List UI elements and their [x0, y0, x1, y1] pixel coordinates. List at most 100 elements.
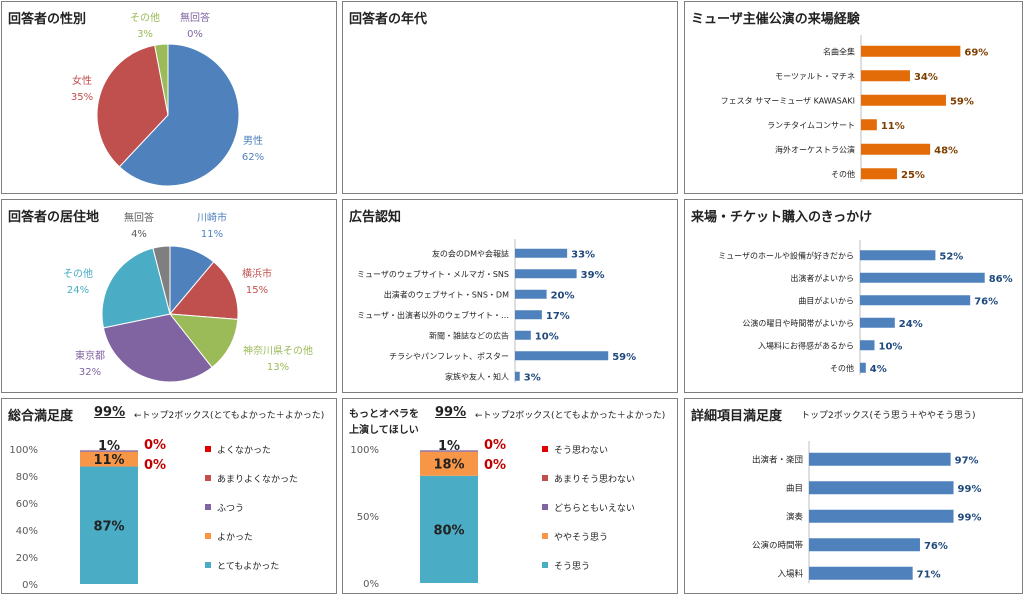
ad-panel: 広告認知 友の会のDMや会報誌 33% ミューザのウェブサイト・メルマガ・SNS 39…	[342, 199, 678, 393]
bar-value-label: 71%	[917, 569, 941, 580]
bar	[861, 94, 946, 106]
bar-value-label: 10%	[879, 341, 903, 352]
residence-title: 回答者の居住地	[8, 210, 100, 225]
category-label: 家族や友人・知人	[445, 371, 509, 381]
bar-value-label: 59%	[950, 96, 974, 107]
gender-pie-chart: 男性 62% 女性 35% その他 3% 無回答 0%	[71, 11, 264, 187]
slice-value: 0%	[187, 29, 203, 40]
category-label: 演奏	[786, 511, 804, 522]
opera-title-line1: もっとオペラを	[349, 409, 419, 420]
detail-note: トップ2ボックス(そう思う＋ややそう思う)	[801, 411, 976, 421]
bar	[515, 371, 520, 381]
category-label: チラシやパンフレット、ポスター	[389, 352, 509, 361]
bar	[809, 452, 951, 466]
bar	[861, 168, 897, 180]
y-tick-label: 0%	[363, 579, 379, 590]
pie-slice	[154, 43, 169, 116]
legend-swatch	[542, 504, 548, 510]
stack-segment	[80, 450, 138, 452]
category-label: 入場料	[777, 568, 803, 579]
overall-panel: 総合満足度 99% ←トップ2ボックス(とてもよかった＋よかった) 0% 20% 4…	[1, 398, 337, 594]
y-tick-label: 100%	[350, 445, 379, 456]
segment-value-label: 0%	[144, 458, 166, 473]
bar	[861, 70, 910, 82]
slice-label: 男性	[243, 134, 263, 147]
stack-segment	[420, 475, 478, 583]
bar	[860, 295, 971, 306]
legend-swatch	[205, 504, 211, 510]
legend-swatch	[542, 533, 548, 539]
ad-bar-chart: 友の会のDMや会報誌 33% ミューザのウェブサイト・メルマガ・SNS 39% 出演者の…	[357, 239, 636, 383]
opera-top2-value: 99%	[435, 405, 467, 420]
legend-label: ややそう思う	[554, 532, 608, 543]
bar	[515, 330, 531, 340]
bar-value-label: 17%	[546, 311, 570, 322]
legend-swatch	[542, 446, 548, 452]
bar-value-label: 99%	[958, 484, 982, 495]
segment-value-label: 1%	[438, 439, 460, 454]
legend-swatch	[205, 533, 211, 539]
ad-title: 広告認知	[349, 210, 402, 225]
legend-label: どちらともいえない	[554, 503, 635, 514]
category-label: ミューザのウェブサイト・メルマガ・SNS	[357, 269, 509, 279]
legend-label: あまりそう思わない	[554, 474, 635, 485]
pie-slice	[168, 313, 239, 369]
slice-label: 女性	[72, 74, 92, 87]
bar-value-label: 76%	[924, 541, 948, 552]
bar	[809, 481, 954, 495]
trigger-panel: 来場・チケット購入のきっかけ ミューザのホールや設備が好きだから 52% 出演者がよ…	[684, 199, 1023, 393]
legend-label: よくなかった	[217, 445, 271, 456]
legend-swatch	[542, 475, 548, 481]
slice-value: 3%	[137, 29, 153, 40]
category-label: その他	[830, 363, 854, 373]
pie-slice	[101, 247, 171, 329]
segment-value-label: 11%	[93, 453, 124, 468]
bar	[515, 351, 609, 361]
bar	[860, 317, 895, 328]
slice-label: その他	[63, 267, 93, 280]
bar	[861, 119, 877, 131]
category-label: 曲目がよいから	[798, 295, 854, 305]
bar-value-label: 99%	[958, 512, 982, 523]
legend-swatch	[205, 446, 211, 452]
legend-label: とてもよかった	[217, 561, 279, 572]
category-label: ミューザのホールや設備が好きだから	[718, 250, 854, 260]
y-tick-label: 20%	[16, 553, 38, 564]
legend-swatch	[205, 475, 211, 481]
slice-label: 神奈川県その他	[243, 344, 313, 357]
bar-value-label: 69%	[964, 47, 988, 58]
residence-panel: 回答者の居住地 川崎市 11% 横浜市 15% 神奈川県その他 13% 東京都 32% その他 2…	[1, 199, 337, 393]
category-label: 新聞・雑誌などの広告	[429, 330, 509, 340]
y-tick-label: 60%	[16, 499, 38, 510]
detail-bar-chart: 出演者・楽団 97% 曲目 99% 演奏 99% 公演の時間帯 76% 入場料 71%	[752, 441, 982, 584]
slice-value: 13%	[267, 362, 289, 373]
segment-value-label: 80%	[433, 523, 464, 538]
y-tick-label: 50%	[357, 512, 379, 523]
legend-swatch	[542, 562, 548, 568]
overall-top2-value: 99%	[94, 405, 126, 420]
overall-stacked-chart: 0% 20% 40% 60% 80% 100% 87% 11%1% 0% 0% よくなかったあまりよ…	[9, 438, 298, 591]
bar	[860, 272, 985, 283]
experience-panel: ミューザ主催公演の来場経験 名曲全集 69% モーツァルト・マチネ 34% フェスタ サ…	[684, 1, 1023, 194]
pie-slice	[152, 245, 171, 315]
slice-value: 35%	[71, 92, 93, 103]
slice-value: 15%	[246, 285, 268, 296]
y-tick-label: 100%	[9, 445, 38, 456]
category-label: ランチタイムコンサート	[767, 121, 855, 130]
bar	[809, 538, 920, 552]
pie-slice	[118, 43, 240, 187]
stack-segment	[80, 466, 138, 584]
opera-title-line2: 上演してほしい	[349, 425, 419, 436]
slice-label: 横浜市	[242, 267, 272, 280]
segment-value-label: 0%	[144, 438, 166, 453]
category-label: 公演の曜日や時間帯がよいから	[742, 318, 854, 328]
segment-value-label: 0%	[484, 458, 506, 473]
slice-value: 62%	[242, 152, 264, 163]
opera-top2-note: ←トップ2ボックス(とてもよかった＋よかった)	[475, 411, 666, 421]
bar-value-label: 10%	[535, 331, 559, 342]
bar	[515, 289, 547, 299]
bar-value-label: 52%	[939, 251, 963, 262]
slice-value: 4%	[131, 229, 147, 240]
gender-title: 回答者の性別	[8, 12, 87, 27]
slice-label: 無回答	[180, 11, 210, 24]
